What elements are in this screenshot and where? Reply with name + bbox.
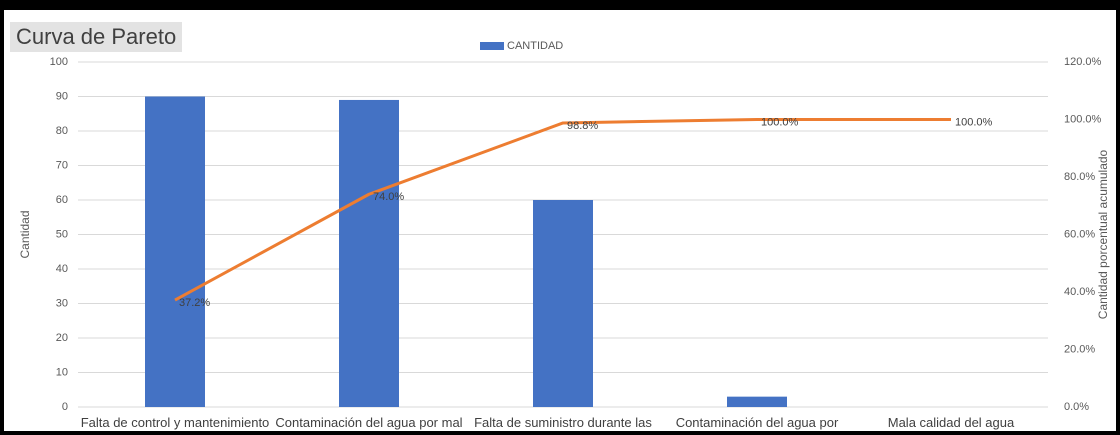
x-tick-label: Falta de suministro durante las 24 horas	[474, 415, 652, 430]
y-tick-label: 70	[56, 159, 68, 171]
y-tick-label: 100	[50, 56, 68, 68]
bar	[339, 99, 399, 407]
bar	[533, 200, 593, 407]
y-tick-label: 90	[56, 90, 68, 102]
data-label: 100.0%	[955, 116, 993, 128]
x-tick-label: Falta de control y mantenimiento	[80, 415, 270, 430]
data-label: 100.0%	[761, 116, 799, 128]
y2-tick-label: 60.0%	[1064, 228, 1095, 240]
y2-tick-label: 80.0%	[1064, 171, 1095, 183]
data-label: 74.0%	[373, 191, 404, 203]
y2-tick-label: 0.0%	[1064, 401, 1089, 413]
legend-label: CANTIDAD	[507, 40, 563, 52]
y-tick-label: 30	[56, 297, 68, 309]
chart-title: Curva de Pareto	[10, 22, 183, 52]
data-label: 98.8%	[567, 120, 598, 132]
y2-axis-label: Cantidad porcentual acumulado	[1096, 149, 1110, 319]
data-label: 37.2%	[179, 297, 210, 309]
y-tick-label: 60	[56, 194, 68, 206]
x-tick-label: Mala calidad del agua	[887, 415, 1015, 430]
pareto-line	[174, 118, 951, 302]
y-tick-label: 50	[56, 228, 68, 240]
y-tick-label: 0	[62, 401, 68, 413]
y2-tick-label: 20.0%	[1064, 343, 1095, 355]
x-tick-label: Contaminación del agua por fallas en el …	[675, 415, 839, 430]
bar	[727, 396, 787, 407]
y2-tick-label: 120.0%	[1064, 56, 1102, 68]
y-tick-label: 20	[56, 332, 68, 344]
y-tick-label: 40	[56, 263, 68, 275]
x-tick-label: Contaminación del agua por mal estado de…	[275, 415, 463, 430]
y2-tick-label: 100.0%	[1064, 113, 1102, 125]
legend-swatch	[480, 42, 504, 50]
chart: 0 10 20 30 40 50 60 70 80 90 100 0.0% 20.0% 40.0% 60.0…	[18, 40, 1110, 413]
bar	[145, 96, 205, 407]
y-tick-label: 10	[56, 366, 68, 378]
y-tick-label: 80	[56, 125, 68, 137]
y2-tick-label: 40.0%	[1064, 286, 1095, 298]
y-axis-label: Cantidad	[18, 210, 32, 258]
